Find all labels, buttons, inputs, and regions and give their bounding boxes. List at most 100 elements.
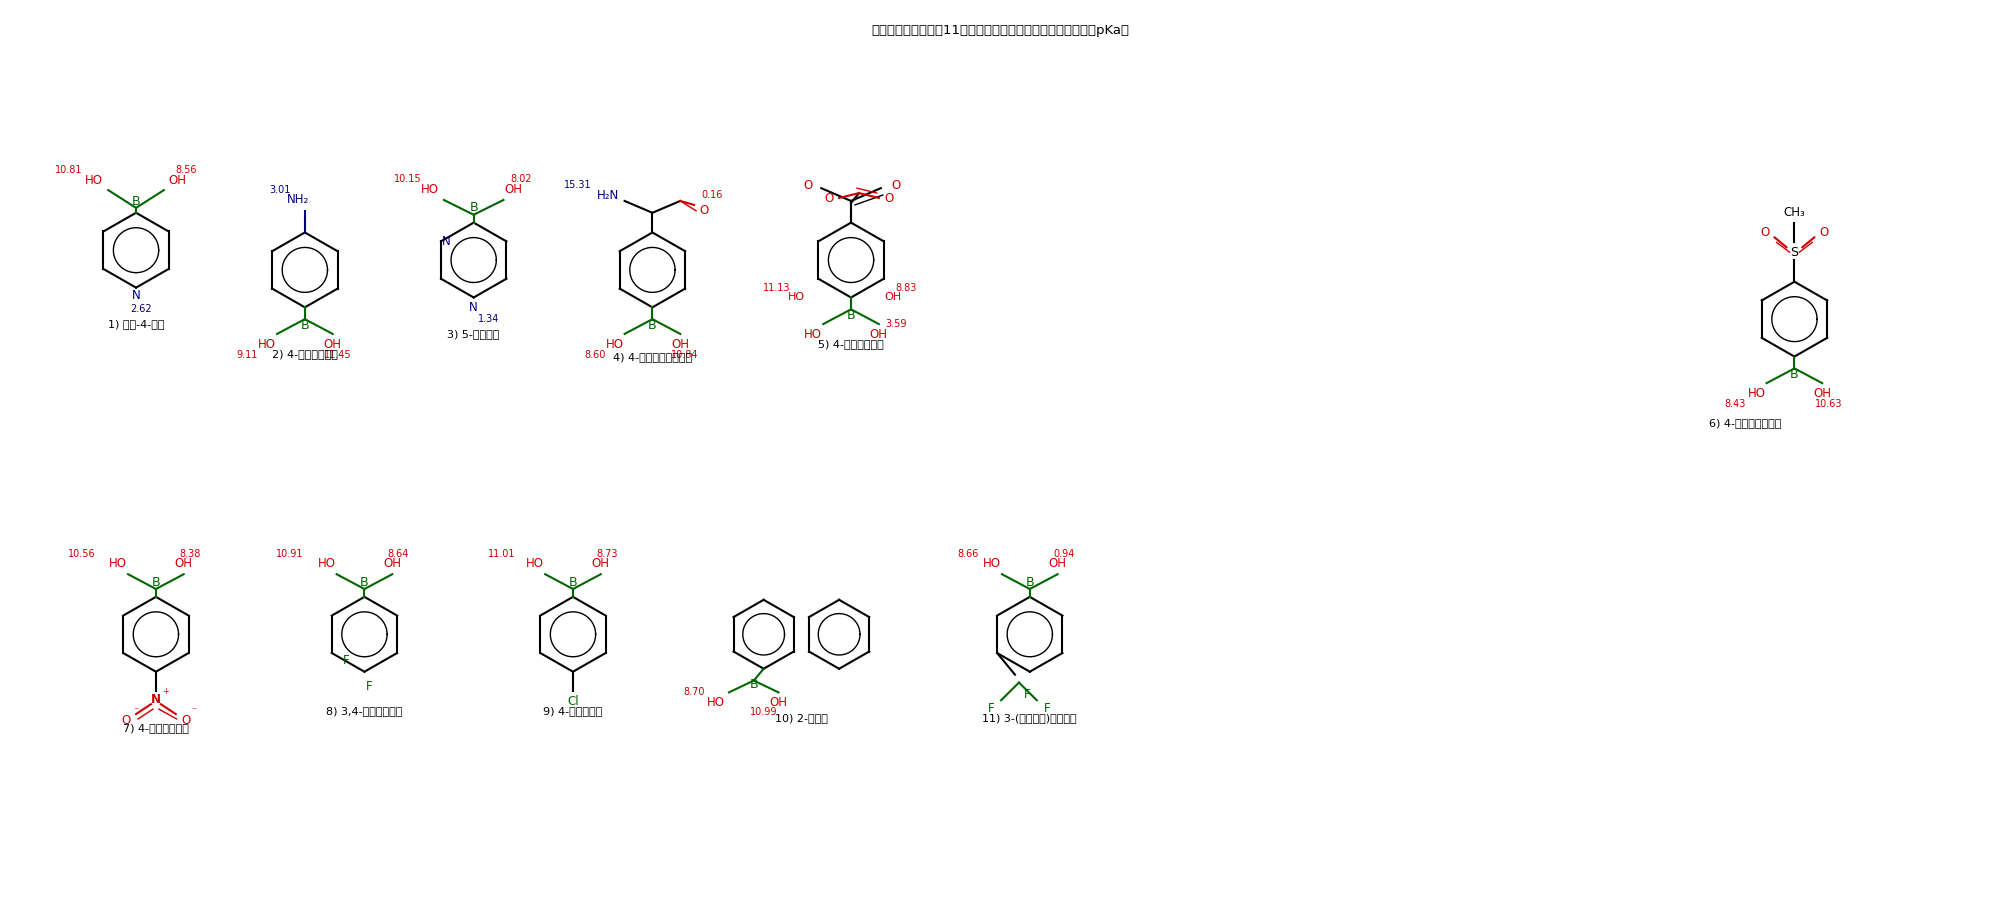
Text: O: O: [1820, 226, 1828, 239]
Text: F: F: [366, 680, 372, 693]
Text: ⁻: ⁻: [192, 706, 196, 716]
Text: B: B: [648, 318, 656, 332]
Text: B: B: [152, 576, 160, 589]
Text: 本应用纪要中检测的11种硼酸的化学结构，包括可电离基团的pKa值: 本应用纪要中检测的11种硼酸的化学结构，包括可电离基团的pKa值: [872, 24, 1128, 37]
Text: 11.01: 11.01: [488, 548, 516, 558]
Text: B: B: [750, 678, 758, 691]
Text: OH: OH: [324, 338, 342, 351]
Text: 10.63: 10.63: [1816, 399, 1842, 409]
Text: N: N: [470, 301, 478, 314]
Text: OH: OH: [1048, 557, 1066, 569]
Text: OH: OH: [174, 557, 192, 569]
Text: OH: OH: [884, 293, 902, 303]
Text: 2.62: 2.62: [130, 304, 152, 315]
Text: 8.60: 8.60: [584, 349, 606, 359]
Text: O: O: [824, 193, 834, 205]
Text: 8.64: 8.64: [388, 548, 408, 558]
Text: 8) 3,4-二氟苯基硼酸: 8) 3,4-二氟苯基硼酸: [326, 706, 402, 716]
Text: 3.01: 3.01: [270, 185, 290, 195]
Text: OH: OH: [384, 557, 402, 569]
Text: OH: OH: [592, 557, 610, 569]
Text: Cl: Cl: [568, 695, 578, 708]
Text: N: N: [132, 289, 140, 302]
Text: HO: HO: [110, 557, 128, 569]
Text: N: N: [442, 235, 450, 248]
Text: 10.91: 10.91: [276, 548, 304, 558]
Text: OH: OH: [870, 328, 888, 341]
Text: 10.56: 10.56: [68, 548, 96, 558]
Text: 6) 4-甲磺酰苯基硼酸: 6) 4-甲磺酰苯基硼酸: [1708, 417, 1780, 427]
Text: 5) 4-羧基苯基硼酸: 5) 4-羧基苯基硼酸: [818, 338, 884, 348]
Text: B: B: [300, 318, 310, 332]
Text: 11) 3-(三氟甲基)苯基硼酸: 11) 3-(三氟甲基)苯基硼酸: [982, 713, 1078, 723]
Text: 10) 2-萘硼酸: 10) 2-萘硼酸: [774, 713, 828, 723]
Text: 8.83: 8.83: [894, 282, 916, 293]
Text: O: O: [182, 714, 190, 727]
Text: O: O: [892, 179, 900, 192]
Text: OH: OH: [168, 174, 186, 187]
Text: HO: HO: [258, 338, 276, 351]
Text: 8.38: 8.38: [178, 548, 200, 558]
Text: F: F: [1024, 688, 1030, 701]
Text: 10.84: 10.84: [672, 349, 698, 359]
Text: 8.02: 8.02: [510, 174, 532, 184]
Text: 11.13: 11.13: [762, 282, 790, 293]
Text: 10.99: 10.99: [750, 707, 778, 717]
Text: OH: OH: [504, 182, 522, 195]
Text: HO: HO: [1748, 388, 1766, 401]
Text: 0.16: 0.16: [702, 190, 722, 200]
Text: O: O: [122, 714, 130, 727]
Text: B: B: [846, 309, 856, 322]
Text: F: F: [344, 655, 350, 668]
Text: H₂N: H₂N: [596, 189, 618, 202]
Text: B: B: [1790, 368, 1798, 381]
Text: 8.43: 8.43: [1724, 399, 1746, 409]
Text: HO: HO: [984, 557, 1002, 569]
Text: N: N: [150, 693, 160, 706]
Text: 9) 4-氯苯基硼酸: 9) 4-氯苯基硼酸: [544, 706, 602, 716]
Text: O: O: [1760, 226, 1770, 239]
Text: 4) 4-氨基羰基苯基硼酸: 4) 4-氨基羰基苯基硼酸: [612, 351, 692, 361]
Text: 3) 5-嘧啶硼酸: 3) 5-嘧啶硼酸: [448, 329, 500, 339]
Text: HO: HO: [804, 328, 822, 341]
Text: 0.94: 0.94: [1054, 548, 1076, 558]
Text: HO: HO: [420, 182, 438, 195]
Text: HO: HO: [86, 174, 104, 187]
Text: OH: OH: [672, 338, 690, 351]
Text: HO: HO: [318, 557, 336, 569]
Text: B: B: [1026, 576, 1034, 589]
Text: NH₂: NH₂: [286, 193, 310, 206]
Text: F: F: [1044, 702, 1050, 714]
Text: O: O: [700, 204, 708, 217]
Text: +: +: [162, 687, 170, 696]
Text: F: F: [988, 702, 994, 714]
Text: HO: HO: [788, 293, 804, 303]
Text: HO: HO: [706, 696, 724, 709]
Text: B: B: [470, 202, 478, 215]
Text: 1) 吡啶-4-硼酸: 1) 吡啶-4-硼酸: [108, 319, 164, 329]
Text: O: O: [884, 193, 894, 205]
Text: CH₃: CH₃: [1784, 206, 1806, 219]
Text: S: S: [1790, 246, 1798, 259]
Text: 11.45: 11.45: [324, 349, 352, 359]
Text: 3.59: 3.59: [884, 319, 906, 329]
Text: 8.73: 8.73: [596, 548, 618, 558]
Text: ⁻: ⁻: [134, 706, 138, 716]
Text: 8.66: 8.66: [958, 548, 978, 558]
Text: 9.11: 9.11: [236, 349, 258, 359]
Text: 15.31: 15.31: [564, 181, 592, 190]
Text: HO: HO: [526, 557, 544, 569]
Text: OH: OH: [1814, 388, 1832, 401]
Text: B: B: [568, 576, 578, 589]
Text: B: B: [132, 195, 140, 208]
Text: B: B: [360, 576, 368, 589]
Text: HO: HO: [606, 338, 624, 351]
Text: O: O: [804, 179, 812, 192]
Text: 10.81: 10.81: [54, 165, 82, 175]
Text: 7) 4-硝基苯基硼酸: 7) 4-硝基苯基硼酸: [122, 723, 188, 733]
Text: 8.70: 8.70: [684, 688, 704, 698]
Text: 8.56: 8.56: [174, 165, 196, 175]
Text: 1.34: 1.34: [478, 315, 500, 324]
Text: 2) 4-氨基苯基硼酸: 2) 4-氨基苯基硼酸: [272, 348, 338, 359]
Text: 10.15: 10.15: [394, 174, 422, 184]
